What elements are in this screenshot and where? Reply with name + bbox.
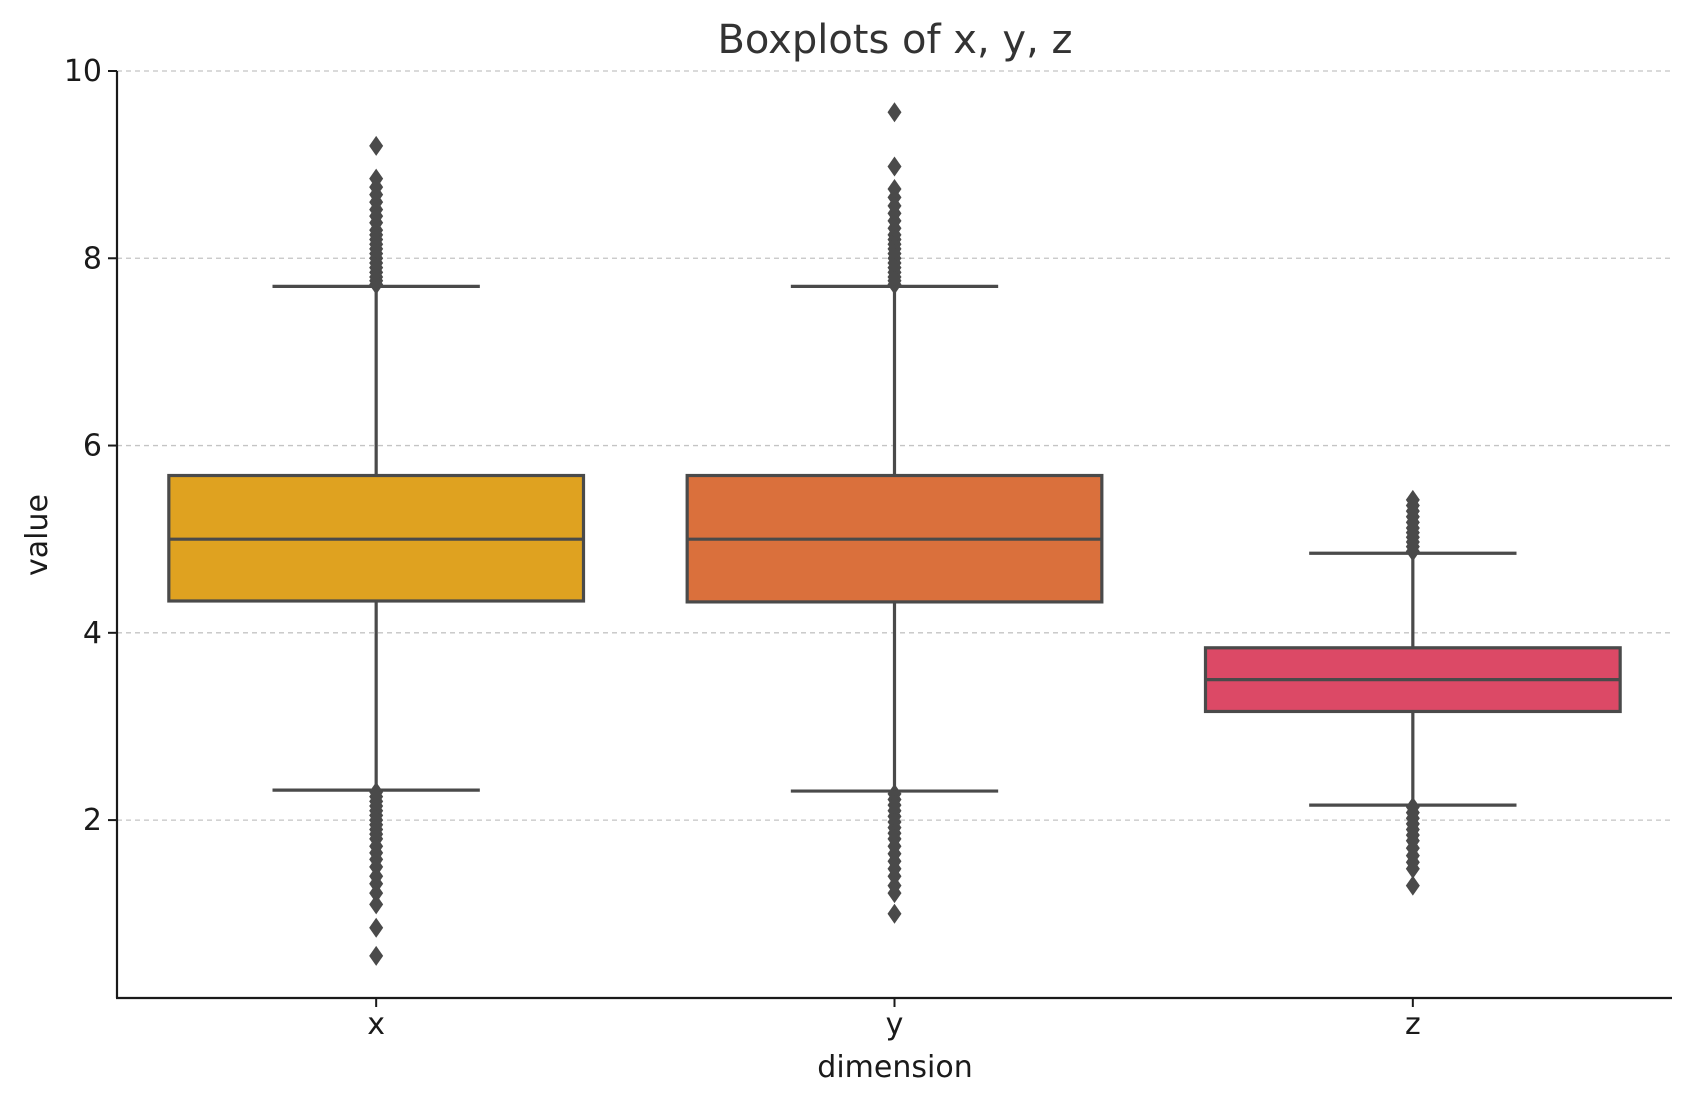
x-ticks: x y z	[367, 998, 1421, 1042]
y-tick-label: 10	[64, 54, 102, 89]
outlier-point	[369, 894, 384, 915]
y-tick-label: 4	[83, 616, 102, 651]
boxes	[167, 102, 1622, 966]
outlier-point	[1405, 875, 1420, 896]
outlier-point	[887, 883, 902, 904]
outlier-point	[369, 945, 384, 966]
outlier-point	[369, 135, 384, 156]
box-z	[1203, 489, 1622, 896]
x-tick-label: z	[1405, 1007, 1421, 1042]
outlier-point	[369, 168, 384, 189]
outlier-point	[887, 903, 902, 924]
outlier-point	[887, 156, 902, 177]
box-y	[685, 102, 1104, 924]
outlier-point	[369, 883, 384, 904]
chart-title: Boxplots of x, y, z	[717, 17, 1072, 63]
y-ticks: 2 4 6 8 10	[64, 54, 117, 838]
outlier-point	[1405, 489, 1420, 510]
x-tick-label: x	[367, 1007, 385, 1042]
outlier-point	[1405, 858, 1420, 879]
y-tick-label: 2	[83, 803, 102, 838]
y-axis-label: value	[20, 494, 55, 576]
outlier-point	[887, 102, 902, 123]
box-x	[167, 135, 586, 966]
outlier-point	[887, 178, 902, 199]
x-axis-label: dimension	[817, 1050, 972, 1085]
x-tick-label: y	[886, 1007, 904, 1042]
y-tick-label: 8	[83, 241, 102, 276]
y-tick-label: 6	[83, 429, 102, 464]
outlier-point	[369, 917, 384, 938]
